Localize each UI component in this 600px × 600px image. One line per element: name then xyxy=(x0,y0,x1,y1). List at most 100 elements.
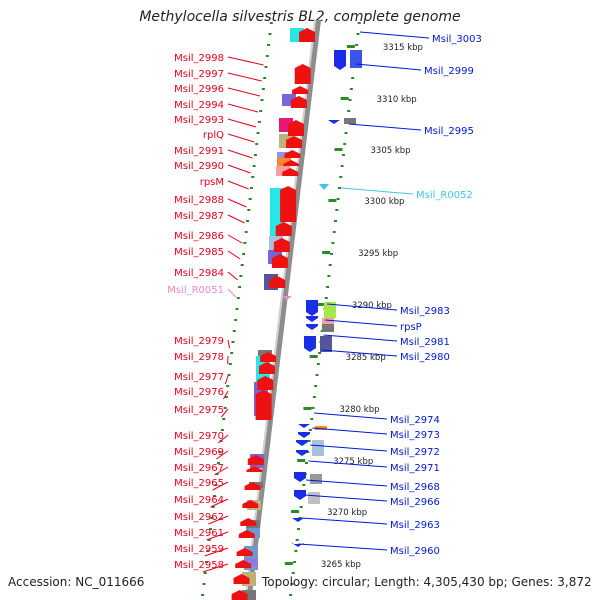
gene-block xyxy=(324,302,336,318)
tick-mark xyxy=(239,275,243,277)
tick-mark xyxy=(330,253,334,255)
tick-mark xyxy=(269,22,273,24)
tick-mark xyxy=(223,407,227,409)
right-leader-line xyxy=(304,494,388,502)
tick-mark xyxy=(252,165,256,167)
tick-mark xyxy=(331,242,335,244)
left-gene-label: Msil_2993 xyxy=(174,115,224,126)
scale-tick xyxy=(340,97,349,100)
left-leader-line xyxy=(227,149,253,159)
genome-axis xyxy=(246,20,321,600)
tick-mark xyxy=(228,363,232,365)
left-leader-line xyxy=(227,180,249,190)
tick-mark xyxy=(312,396,316,398)
left-leader-line xyxy=(227,198,247,208)
right-gene-label: Msil_R0052 xyxy=(416,190,473,201)
reverse-gene-arrow xyxy=(306,316,318,322)
tick-mark xyxy=(242,253,246,255)
right-leader-line xyxy=(359,31,430,39)
right-gene-label: Msil_2968 xyxy=(390,482,440,493)
genome-summary-text: Topology: circular; Length: 4,305,430 bp… xyxy=(262,575,592,589)
scale-tick xyxy=(334,148,343,151)
right-leader-line xyxy=(321,349,398,357)
left-leader-line xyxy=(210,498,229,508)
tick-mark xyxy=(351,77,355,79)
forward-gene-arrow xyxy=(247,455,264,465)
right-gene-label: Msil_2971 xyxy=(390,463,440,474)
right-leader-line xyxy=(355,63,422,71)
right-leader-line xyxy=(306,479,388,487)
forward-gene-arrow xyxy=(292,86,309,94)
reverse-gene-arrow xyxy=(294,472,306,482)
left-leader-line xyxy=(224,375,229,385)
gene-block xyxy=(242,590,256,600)
tick-mark xyxy=(336,198,340,200)
accession-text: Accession: NC_011666 xyxy=(8,575,145,589)
rna-marker xyxy=(282,296,292,300)
map-title: Methylocella silvestris BL2, complete ge… xyxy=(139,9,461,25)
left-gene-label: Msil_2990 xyxy=(174,161,224,172)
reverse-gene-arrow xyxy=(306,324,318,330)
tick-mark xyxy=(310,418,314,420)
tick-mark xyxy=(248,198,252,200)
left-leader-line xyxy=(227,234,243,244)
forward-gene-arrow xyxy=(255,390,272,420)
right-leader-line xyxy=(298,543,388,551)
right-leader-line xyxy=(310,444,388,452)
tick-mark xyxy=(213,495,216,497)
tick-mark xyxy=(297,528,301,530)
tick-mark xyxy=(218,451,222,453)
left-leader-line xyxy=(227,271,239,281)
tick-mark xyxy=(202,583,206,585)
tick-mark xyxy=(232,330,236,332)
left-gene-label: Msil_2984 xyxy=(174,268,224,279)
tick-mark xyxy=(203,572,207,574)
scale-tick xyxy=(322,251,331,254)
tick-mark xyxy=(247,209,251,211)
forward-gene-arrow xyxy=(282,168,299,176)
tick-mark xyxy=(295,539,299,541)
tick-mark xyxy=(339,176,343,178)
tick-mark xyxy=(340,165,344,167)
left-gene-label: Msil_2979 xyxy=(174,336,224,347)
right-gene-label: Msil_2960 xyxy=(390,546,440,557)
left-gene-label: Msil_2998 xyxy=(174,53,224,64)
left-gene-label: Msil_2959 xyxy=(174,544,224,555)
tick-mark xyxy=(253,154,257,156)
scale-tick xyxy=(328,199,337,202)
scale-label: 3310 kbp xyxy=(377,95,417,105)
left-gene-label: Msil_2977 xyxy=(174,372,224,383)
left-gene-label: Msil_2988 xyxy=(174,195,224,206)
forward-gene-arrow xyxy=(290,96,307,108)
forward-gene-arrow xyxy=(269,276,286,288)
tick-mark xyxy=(337,187,341,189)
tick-mark xyxy=(332,231,336,233)
tick-mark xyxy=(291,572,295,574)
scale-tick xyxy=(297,459,306,462)
left-gene-label: Msil_2969 xyxy=(174,447,224,458)
tick-mark xyxy=(255,143,259,145)
tick-mark xyxy=(314,385,318,387)
left-leader-line xyxy=(227,118,257,128)
scale-tick xyxy=(346,45,355,48)
forward-gene-arrow xyxy=(286,136,303,148)
scale-tick xyxy=(284,562,293,565)
left-leader-line xyxy=(227,56,264,66)
tick-mark xyxy=(220,429,224,431)
left-gene-label: Msil_2997 xyxy=(174,69,224,80)
tick-mark xyxy=(307,440,311,442)
right-leader-line xyxy=(314,412,388,420)
tick-mark xyxy=(243,242,247,244)
forward-gene-arrow xyxy=(258,362,275,374)
forward-gene-arrow xyxy=(283,160,300,166)
reverse-gene-arrow xyxy=(294,490,306,500)
scale-label: 3280 kbp xyxy=(339,405,379,415)
tick-mark xyxy=(268,33,272,35)
tick-mark xyxy=(207,539,211,541)
tick-mark xyxy=(226,385,230,387)
right-gene-label: Msil_2972 xyxy=(390,447,440,458)
left-leader-line xyxy=(223,390,229,400)
left-leader-line xyxy=(227,87,260,97)
tick-mark xyxy=(318,352,322,354)
